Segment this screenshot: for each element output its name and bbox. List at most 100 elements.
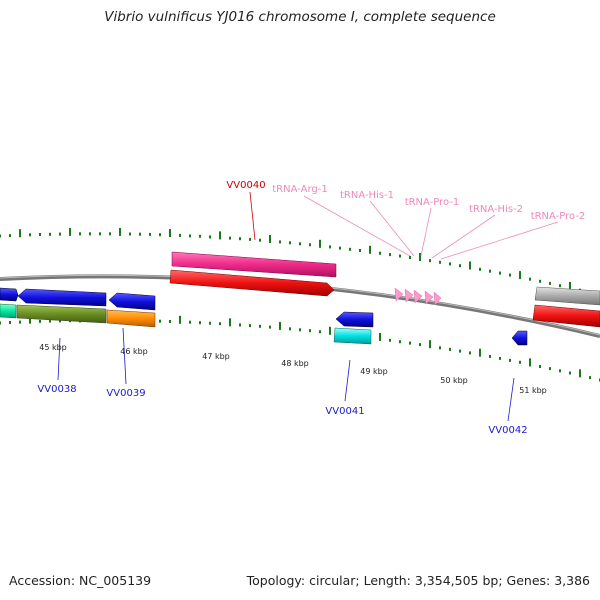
tick-minor	[409, 341, 411, 345]
tick-minor	[509, 358, 511, 362]
tick-minor	[429, 259, 431, 263]
tick-minor	[449, 347, 451, 351]
tick-minor	[0, 321, 1, 325]
tick-minor	[159, 233, 161, 237]
tick-major	[329, 326, 331, 335]
tick-minor	[459, 349, 461, 353]
label-trna-his-1[interactable]: tRNA-His-1	[340, 190, 394, 201]
tick-minor	[589, 376, 591, 380]
tick-minor	[39, 319, 41, 323]
tick-minor	[269, 325, 271, 329]
tick-major	[529, 358, 531, 367]
gene-vv0040-red[interactable]	[169, 269, 335, 297]
tick-minor	[149, 232, 151, 236]
tick-minor	[99, 232, 101, 236]
gene-vv0040-pink[interactable]	[171, 251, 337, 278]
label-vv0039[interactable]: VV0039	[106, 388, 145, 399]
scale-label-50kbp: 50 kbp	[440, 376, 468, 385]
tick-minor	[379, 251, 381, 255]
tick-minor	[239, 237, 241, 241]
tick-major	[179, 315, 181, 324]
tick-minor	[289, 241, 291, 245]
tick-minor	[489, 355, 491, 358]
label-leader-lines	[57, 191, 559, 422]
accession-text: Accession: NC_005139	[9, 573, 152, 588]
tick-minor	[79, 232, 81, 236]
tick-minor	[549, 281, 551, 285]
tick-minor	[309, 243, 311, 247]
tick-minor	[299, 328, 301, 332]
tick-minor	[489, 269, 491, 273]
tick-minor	[399, 340, 401, 344]
gene-vv0041-cyan[interactable]	[333, 327, 372, 345]
tick-minor	[569, 371, 571, 375]
tick-major	[29, 315, 31, 324]
tick-minor	[499, 271, 501, 275]
gene-vv0042-blue[interactable]	[511, 330, 528, 346]
gene-vv0041-blue[interactable]	[335, 311, 374, 328]
tick-minor	[189, 320, 191, 324]
tick-major	[19, 229, 21, 238]
tick-minor	[279, 240, 281, 244]
tick-major	[369, 245, 371, 254]
tick-minor	[169, 320, 171, 323]
scale-label-49kbp: 49 kbp	[360, 367, 388, 376]
tick-minor	[539, 279, 541, 283]
gene-right-grey[interactable]	[534, 286, 600, 306]
scale-label-48kbp: 48 kbp	[281, 359, 309, 368]
label-vv0042[interactable]: VV0042	[488, 425, 527, 436]
tick-minor	[549, 367, 551, 371]
tick-minor	[509, 273, 511, 277]
label-vv0038[interactable]: VV0038	[37, 384, 76, 395]
scale-label-47kbp: 47 kbp	[202, 352, 230, 361]
tick-minor	[109, 232, 111, 236]
label-trna-pro-2[interactable]: tRNA-Pro-2	[531, 211, 586, 222]
tick-major	[279, 321, 281, 330]
gene-vv0038-olive[interactable]	[16, 304, 107, 324]
scale-label-45kbp: 45 kbp	[39, 343, 67, 352]
tick-major	[169, 229, 171, 238]
tick-major	[69, 227, 71, 236]
trna-arrow-cluster[interactable]	[394, 287, 442, 306]
tick-major	[379, 332, 381, 341]
tick-minor	[49, 319, 51, 323]
tick-major	[319, 239, 321, 248]
tick-row-forward	[0, 227, 600, 297]
tick-major	[269, 235, 271, 243]
tick-minor	[389, 253, 391, 257]
label-trna-his-2[interactable]: tRNA-His-2	[469, 204, 523, 215]
label-trna-pro-1[interactable]: tRNA-Pro-1	[405, 197, 460, 208]
tick-minor	[479, 267, 481, 271]
tick-minor	[19, 320, 21, 324]
gene-vv0038-blue[interactable]	[17, 288, 107, 307]
tick-minor	[139, 232, 141, 236]
tick-minor	[389, 338, 391, 342]
tick-minor	[319, 330, 321, 334]
tick-major	[429, 340, 431, 349]
label-vv0040[interactable]: VV0040	[226, 180, 265, 191]
tick-minor	[159, 319, 161, 323]
tick-major	[569, 281, 571, 290]
tick-minor	[179, 233, 181, 237]
tick-major	[519, 271, 521, 280]
tick-minor	[359, 249, 361, 252]
gene-left-teal[interactable]	[0, 303, 17, 319]
gene-left-blue-stub[interactable]	[0, 287, 19, 302]
label-trna-arg-1[interactable]: tRNA-Arg-1	[272, 184, 327, 195]
gene-right-red[interactable]	[532, 304, 600, 328]
tick-minor	[539, 365, 541, 368]
tick-minor	[29, 233, 31, 237]
tick-minor	[229, 236, 231, 240]
scale-label-51kbp: 51 kbp	[519, 386, 547, 395]
tick-minor	[559, 369, 561, 373]
gene-vv0039-orange[interactable]	[106, 309, 156, 328]
tick-minor	[59, 319, 61, 323]
label-vv0041[interactable]: VV0041	[325, 406, 364, 417]
gene-vv0039-blue[interactable]	[108, 292, 156, 311]
tick-minor	[39, 233, 41, 236]
tick-minor	[209, 235, 211, 239]
tick-minor	[439, 260, 441, 264]
tick-minor	[49, 232, 51, 236]
tick-minor	[129, 232, 131, 236]
